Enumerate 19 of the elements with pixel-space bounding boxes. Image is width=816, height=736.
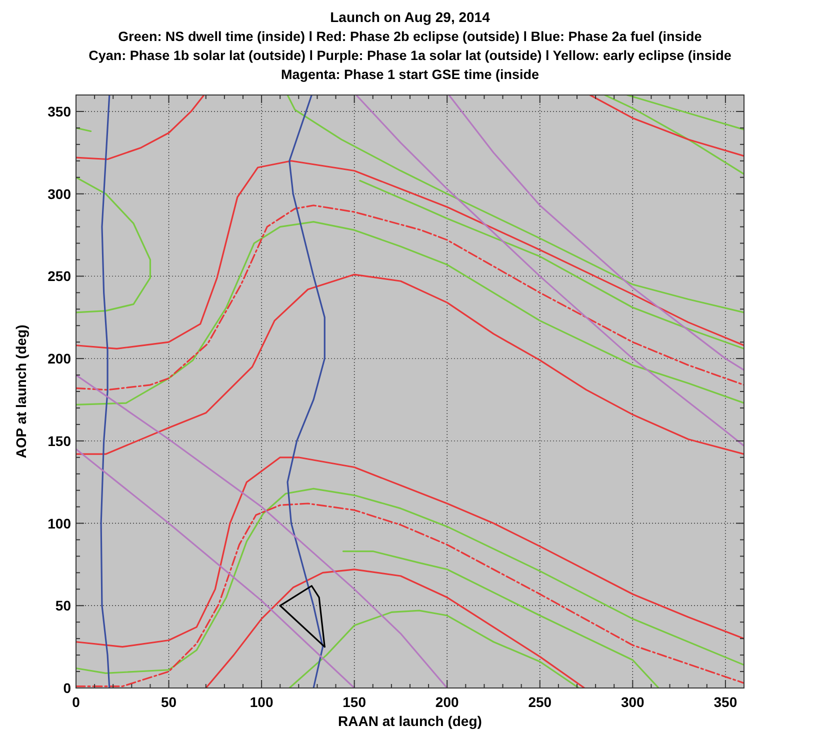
y-tick-label: 0 — [63, 680, 72, 696]
y-tick-label: 350 — [48, 103, 72, 120]
y-tick-label: 150 — [48, 432, 72, 449]
x-tick-label: 250 — [528, 694, 552, 710]
x-tick-label: 300 — [620, 694, 645, 710]
chart-subtitle: Green: NS dwell time (inside) l Red: Phase 2b eclipse (outside) l Blue: Phase 2a fuel (inside Cyan: Phase 1b solar lat (outside) l Purple: Phase 1a solar lat (outside) l Yellow: early eclipse (inside Magenta: Phase 1 start GSE time (inside — [88, 29, 732, 82]
y-tick-label: 100 — [48, 515, 72, 532]
x-tick-label: 200 — [435, 694, 460, 710]
x-tick-label: 100 — [250, 694, 274, 710]
y-tick-label: 250 — [48, 268, 72, 284]
chart-title: Launch on Aug 29, 2014 — [330, 9, 490, 25]
y-axis-title: AOP at launch (deg) — [13, 324, 29, 458]
x-tick-label: 50 — [160, 694, 177, 710]
y-tick-label: 200 — [48, 350, 72, 367]
y-tick-label: 50 — [55, 598, 72, 614]
x-tick-label: 150 — [342, 694, 366, 710]
y-tick-label: 300 — [48, 186, 72, 202]
x-tick-label: 350 — [714, 694, 738, 710]
x-axis-title: RAAN at launch (deg) — [338, 713, 482, 729]
